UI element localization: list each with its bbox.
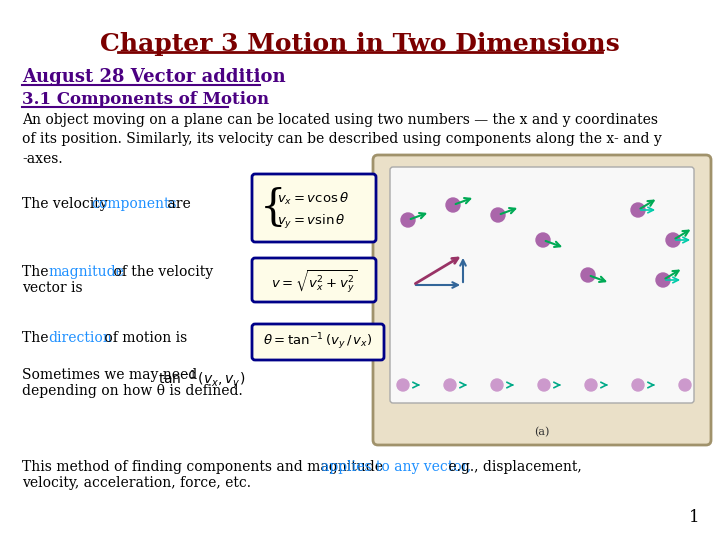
Text: e.g., displacement,: e.g., displacement, (444, 460, 582, 474)
Text: $\theta = \tan^{-1}(v_y\,/\,v_x)$: $\theta = \tan^{-1}(v_y\,/\,v_x)$ (264, 331, 373, 352)
Circle shape (538, 379, 550, 391)
Text: This method of finding components and magnitude: This method of finding components and ma… (22, 460, 387, 474)
Text: velocity, acceleration, force, etc.: velocity, acceleration, force, etc. (22, 476, 251, 490)
Text: August 28 Vector addition: August 28 Vector addition (22, 68, 286, 86)
Text: of motion is: of motion is (100, 331, 187, 345)
Text: $\tan^{-1}(v_x, v_y)$: $\tan^{-1}(v_x, v_y)$ (158, 368, 246, 391)
Circle shape (581, 268, 595, 282)
Circle shape (585, 379, 597, 391)
Text: The: The (22, 331, 53, 345)
Text: magnitude: magnitude (48, 265, 124, 279)
Text: components: components (91, 197, 176, 211)
Text: The: The (22, 265, 53, 279)
Circle shape (491, 208, 505, 222)
Text: Sometimes we may need: Sometimes we may need (22, 368, 206, 382)
Circle shape (444, 379, 456, 391)
Text: of the velocity: of the velocity (109, 265, 213, 279)
Text: An object moving on a plane can be located using two numbers — the x and y coord: An object moving on a plane can be locat… (22, 113, 662, 166)
Text: 1: 1 (689, 509, 700, 526)
Text: applies to any vector,: applies to any vector, (321, 460, 472, 474)
Circle shape (631, 203, 645, 217)
Text: {: { (260, 187, 287, 229)
Text: depending on how θ is defined.: depending on how θ is defined. (22, 384, 243, 398)
Text: $v = \sqrt{v_x^2 + v_y^2}$: $v = \sqrt{v_x^2 + v_y^2}$ (271, 269, 357, 295)
Circle shape (397, 379, 409, 391)
FancyBboxPatch shape (252, 174, 376, 242)
Circle shape (632, 379, 644, 391)
Circle shape (446, 198, 460, 212)
FancyBboxPatch shape (373, 155, 711, 445)
Text: $v_y = v\sin\theta$: $v_y = v\sin\theta$ (277, 213, 346, 231)
Circle shape (656, 273, 670, 287)
FancyBboxPatch shape (252, 324, 384, 360)
FancyBboxPatch shape (390, 167, 694, 403)
Text: vector is: vector is (22, 281, 83, 295)
Circle shape (491, 379, 503, 391)
Text: direction: direction (48, 331, 112, 345)
Circle shape (401, 213, 415, 227)
Text: The velocity: The velocity (22, 197, 112, 211)
Text: 3.1 Components of Motion: 3.1 Components of Motion (22, 91, 269, 108)
Circle shape (679, 379, 691, 391)
Circle shape (666, 233, 680, 247)
Circle shape (536, 233, 550, 247)
Text: $v_x = v\cos\theta$: $v_x = v\cos\theta$ (277, 191, 349, 207)
Text: (a): (a) (534, 427, 549, 437)
FancyBboxPatch shape (252, 258, 376, 302)
Text: Chapter 3 Motion in Two Dimensions: Chapter 3 Motion in Two Dimensions (100, 32, 620, 56)
Text: are: are (163, 197, 191, 211)
